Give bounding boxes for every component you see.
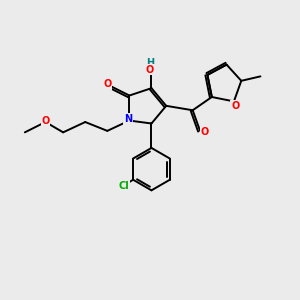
Text: O: O — [231, 101, 239, 111]
Text: O: O — [146, 64, 154, 75]
Text: H: H — [146, 58, 154, 68]
Text: Cl: Cl — [119, 181, 130, 190]
Text: O: O — [103, 79, 111, 89]
Text: O: O — [200, 127, 208, 137]
Text: N: N — [124, 114, 132, 124]
Text: O: O — [41, 116, 50, 126]
